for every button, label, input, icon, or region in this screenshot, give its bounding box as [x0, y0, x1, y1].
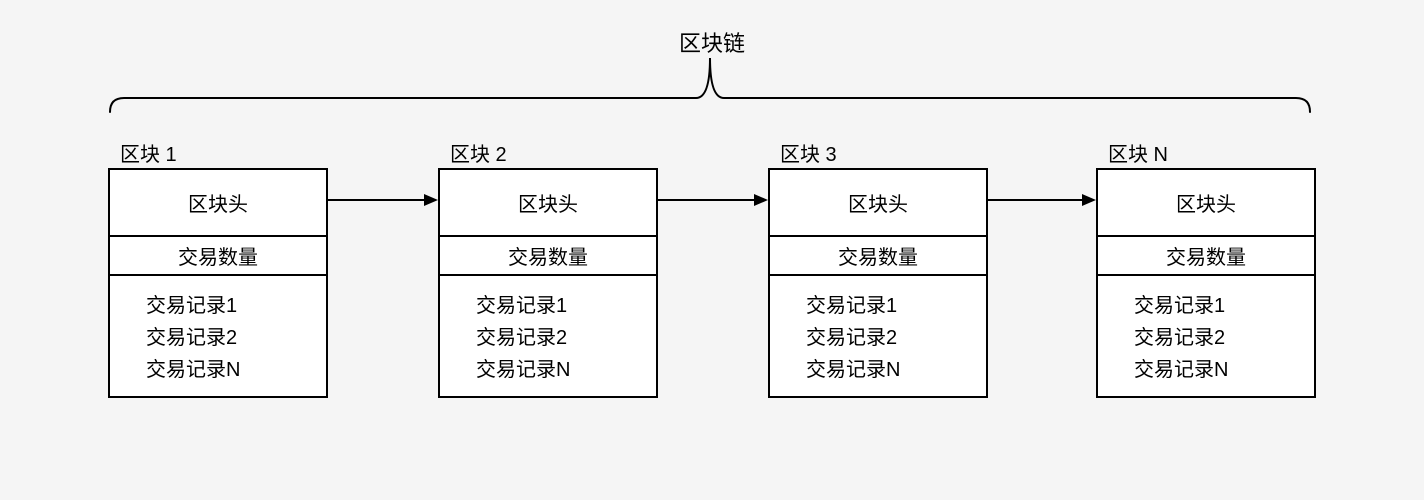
arrow-icon [988, 185, 1100, 215]
record-line: 交易记录N [806, 354, 986, 386]
arrow-icon [328, 185, 442, 215]
record-line: 交易记录N [146, 354, 326, 386]
diagram-title: 区块链 [679, 26, 745, 58]
block-node: 区块头 交易数量 交易记录1 交易记录2 交易记录N [1096, 168, 1316, 398]
block-label: 区块 2 [450, 138, 507, 167]
record-line: 交易记录1 [476, 290, 656, 322]
block-records: 交易记录1 交易记录2 交易记录N [770, 276, 986, 400]
record-line: 交易记录N [476, 354, 656, 386]
block-records: 交易记录1 交易记录2 交易记录N [440, 276, 656, 400]
brace-icon [100, 56, 1320, 122]
block-records: 交易记录1 交易记录2 交易记录N [110, 276, 326, 400]
block-header: 区块头 [440, 170, 656, 237]
block-records: 交易记录1 交易记录2 交易记录N [1098, 276, 1314, 400]
block-header: 区块头 [770, 170, 986, 237]
record-line: 交易记录2 [1134, 322, 1314, 354]
block-count: 交易数量 [770, 237, 986, 276]
record-line: 交易记录1 [1134, 290, 1314, 322]
block-count: 交易数量 [1098, 237, 1314, 276]
record-line: 交易记录1 [146, 290, 326, 322]
block-label: 区块 3 [780, 138, 837, 167]
record-line: 交易记录2 [146, 322, 326, 354]
block-label: 区块 1 [120, 138, 177, 167]
block-count: 交易数量 [440, 237, 656, 276]
record-line: 交易记录2 [476, 322, 656, 354]
block-label: 区块 N [1108, 138, 1168, 167]
record-line: 交易记录N [1134, 354, 1314, 386]
block-node: 区块头 交易数量 交易记录1 交易记录2 交易记录N [768, 168, 988, 398]
block-header: 区块头 [110, 170, 326, 237]
record-line: 交易记录2 [806, 322, 986, 354]
block-node: 区块头 交易数量 交易记录1 交易记录2 交易记录N [108, 168, 328, 398]
block-node: 区块头 交易数量 交易记录1 交易记录2 交易记录N [438, 168, 658, 398]
block-header: 区块头 [1098, 170, 1314, 237]
block-count: 交易数量 [110, 237, 326, 276]
arrow-icon [658, 185, 772, 215]
record-line: 交易记录1 [806, 290, 986, 322]
blockchain-diagram: 区块链 区块 1 区块头 交易数量 交易记录1 交易记录2 交易记录N 区块 2… [0, 0, 1424, 500]
